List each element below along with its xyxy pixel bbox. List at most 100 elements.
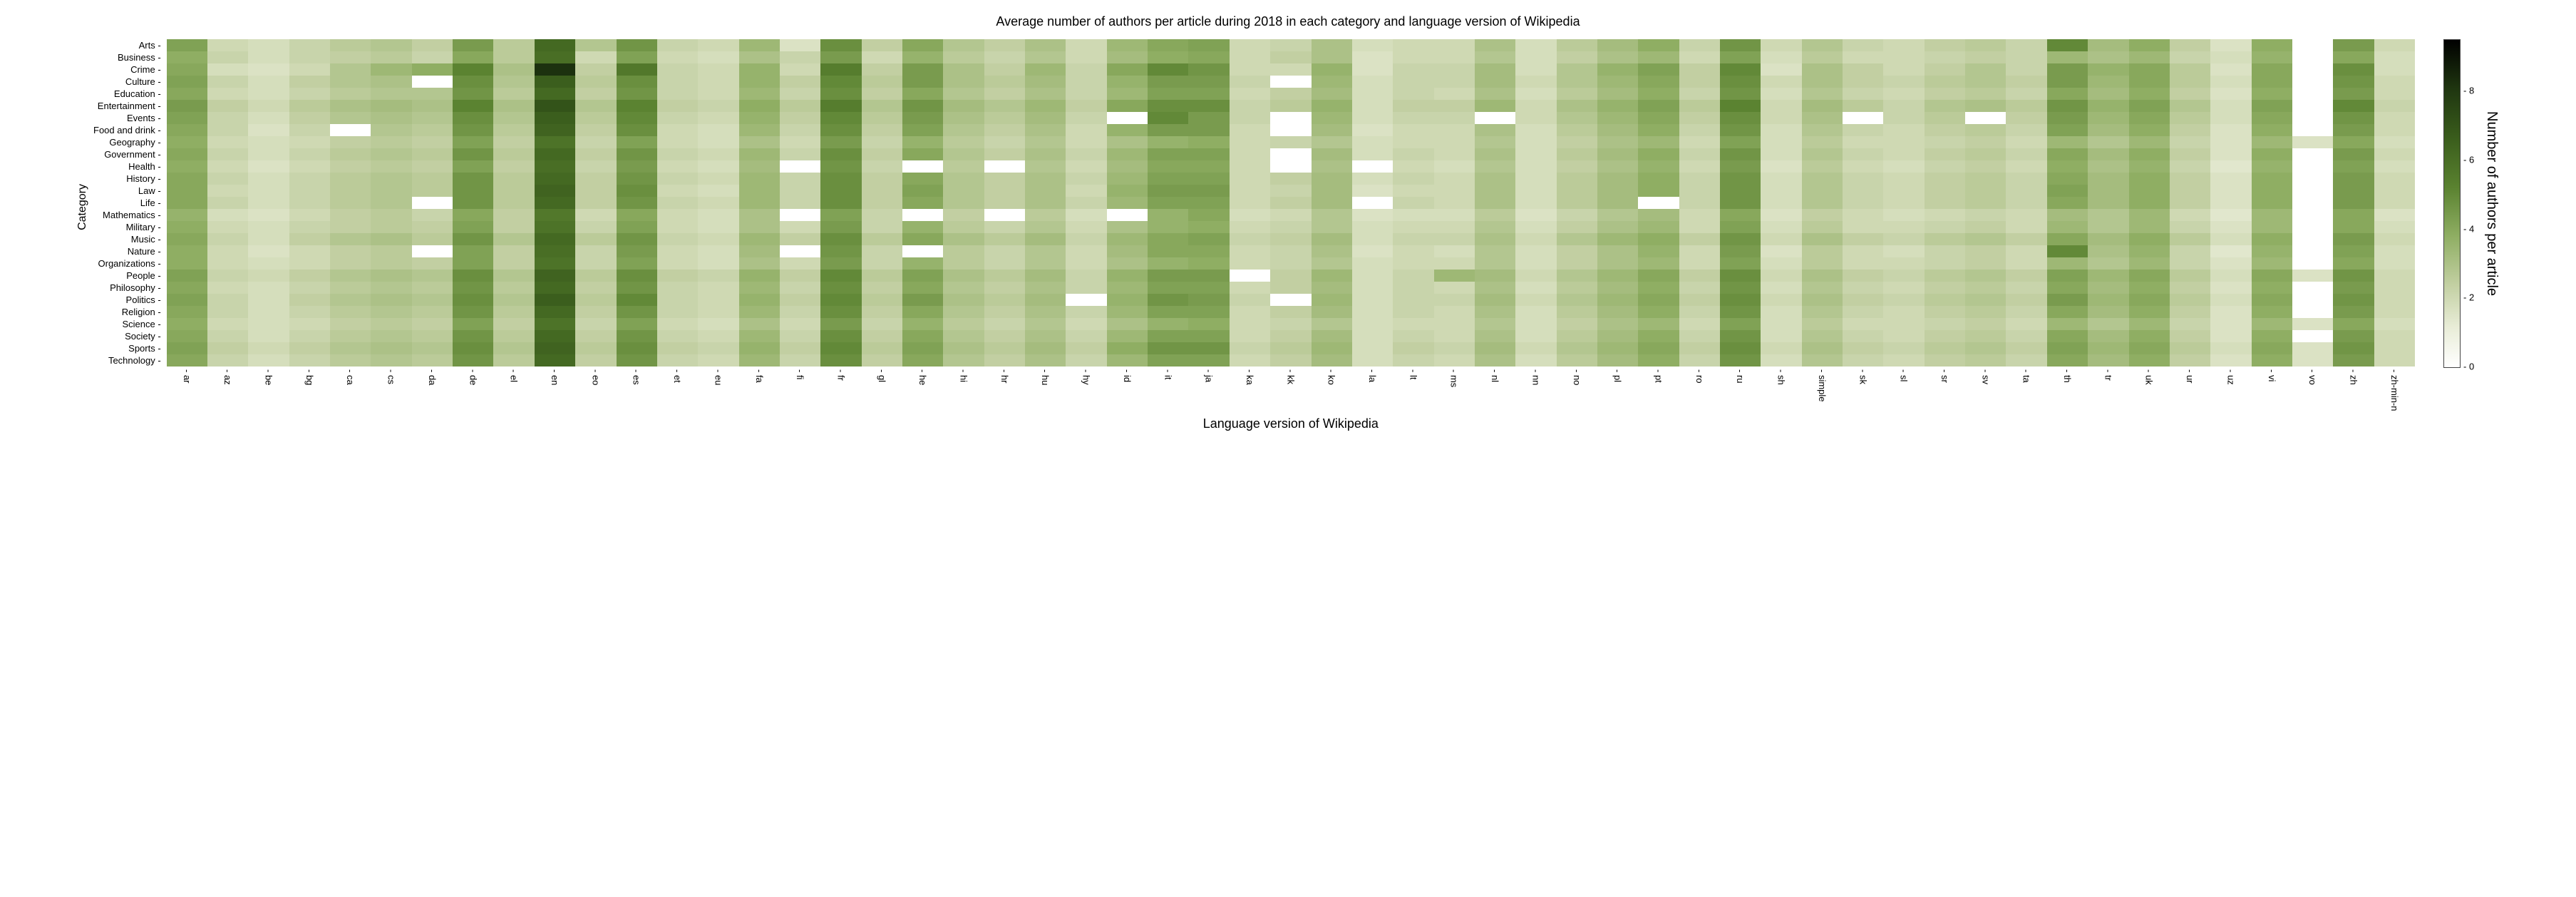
heatmap-cell (330, 112, 371, 124)
heatmap-cell (2333, 100, 2374, 112)
heatmap-cell (412, 76, 453, 88)
heatmap-cell (371, 209, 411, 221)
heatmap-cell (1597, 63, 1638, 76)
heatmap-cell (493, 233, 534, 245)
heatmap-cell (902, 282, 943, 294)
heatmap-cell (2374, 185, 2415, 197)
heatmap-cell (289, 88, 330, 100)
heatmap-cell (820, 51, 861, 63)
heatmap-cell (2129, 51, 2170, 63)
colorbar-tick: - 2 (2463, 292, 2474, 303)
heatmap-cell (1925, 245, 1965, 257)
y-tick: Philosophy - (93, 282, 164, 294)
heatmap-cell (2292, 160, 2333, 173)
heatmap-cell (1270, 257, 1311, 270)
heatmap-cell (248, 330, 289, 342)
heatmap-cell (862, 160, 902, 173)
heatmap-cell (902, 209, 943, 221)
heatmap-cell (1148, 39, 1188, 51)
heatmap-cell (2047, 342, 2088, 354)
heatmap-cell (412, 318, 453, 330)
heatmap-cell (2374, 39, 2415, 51)
heatmap-cell (1148, 318, 1188, 330)
x-tick: - es (632, 369, 642, 412)
x-tick: - fa (754, 369, 765, 412)
heatmap-cell (1393, 124, 1433, 136)
x-tick: - en (550, 369, 560, 412)
heatmap-cell (1270, 160, 1311, 173)
heatmap-cell (1352, 233, 1393, 245)
heatmap-cell (2006, 76, 2046, 88)
heatmap-cell (1761, 124, 1801, 136)
heatmap-cell (1270, 294, 1311, 306)
heatmap-cell (1148, 148, 1188, 160)
heatmap-cell (1761, 354, 1801, 367)
heatmap-cell (1679, 294, 1720, 306)
heatmap-cell (820, 245, 861, 257)
heatmap-cell (1312, 112, 1352, 124)
heatmap-cell (1597, 112, 1638, 124)
heatmap-cell (453, 124, 493, 136)
heatmap-cell (1188, 330, 1229, 342)
heatmap-cell (862, 185, 902, 197)
heatmap-cell (1515, 173, 1556, 185)
heatmap-cell (1597, 51, 1638, 63)
heatmap-cell (820, 185, 861, 197)
heatmap-cell (1557, 112, 1597, 124)
heatmap-cell (2047, 112, 2088, 124)
heatmap-cell (862, 63, 902, 76)
heatmap-cell (1107, 221, 1148, 233)
heatmap-cell (657, 124, 698, 136)
heatmap-cell (493, 282, 534, 294)
heatmap-cell (167, 136, 207, 148)
heatmap-cell (1434, 160, 1475, 173)
heatmap-cell (330, 124, 371, 136)
heatmap-cell (820, 294, 861, 306)
heatmap-cell (698, 221, 738, 233)
colorbar-tick: - 0 (2463, 362, 2474, 372)
heatmap-cell (2129, 342, 2170, 354)
heatmap-cell (1066, 160, 1106, 173)
heatmap-cell (1434, 88, 1475, 100)
heatmap-cell (535, 148, 575, 160)
heatmap-cell (535, 245, 575, 257)
heatmap-cell (493, 76, 534, 88)
heatmap-cell (453, 148, 493, 160)
heatmap-cell (698, 294, 738, 306)
heatmap-cell (1148, 100, 1188, 112)
heatmap-cell (862, 270, 902, 282)
heatmap-cell (493, 63, 534, 76)
heatmap-cell (617, 185, 657, 197)
heatmap-cell (739, 354, 780, 367)
heatmap-cell (2047, 51, 2088, 63)
heatmap-cell (1925, 354, 1965, 367)
heatmap-cell (1312, 209, 1352, 221)
heatmap-cell (820, 257, 861, 270)
heatmap-cell (739, 294, 780, 306)
heatmap-cell (1393, 173, 1433, 185)
heatmap-cell (1597, 354, 1638, 367)
heatmap-cell (1965, 245, 2006, 257)
heatmap-cell (657, 88, 698, 100)
heatmap-cell (1965, 63, 2006, 76)
heatmap-cell (207, 245, 248, 257)
heatmap-cell (330, 209, 371, 221)
heatmap-cell (535, 233, 575, 245)
heatmap-cell (412, 354, 453, 367)
heatmap-cell (1270, 282, 1311, 294)
heatmap-cell (1393, 148, 1433, 160)
heatmap-cell (2129, 306, 2170, 318)
heatmap-cell (1638, 294, 1679, 306)
heatmap-cell (2210, 63, 2251, 76)
heatmap-cell (1107, 342, 1148, 354)
heatmap-cell (1883, 148, 1924, 160)
heatmap-cell (2252, 63, 2292, 76)
heatmap-cell (739, 257, 780, 270)
heatmap-cell (1475, 173, 1515, 185)
heatmap-cell (1638, 173, 1679, 185)
heatmap-cell (1188, 282, 1229, 294)
heatmap-cell (1107, 330, 1148, 342)
heatmap-cell (1515, 354, 1556, 367)
heatmap-cell (1843, 233, 1883, 245)
y-tick: Life - (93, 197, 164, 209)
